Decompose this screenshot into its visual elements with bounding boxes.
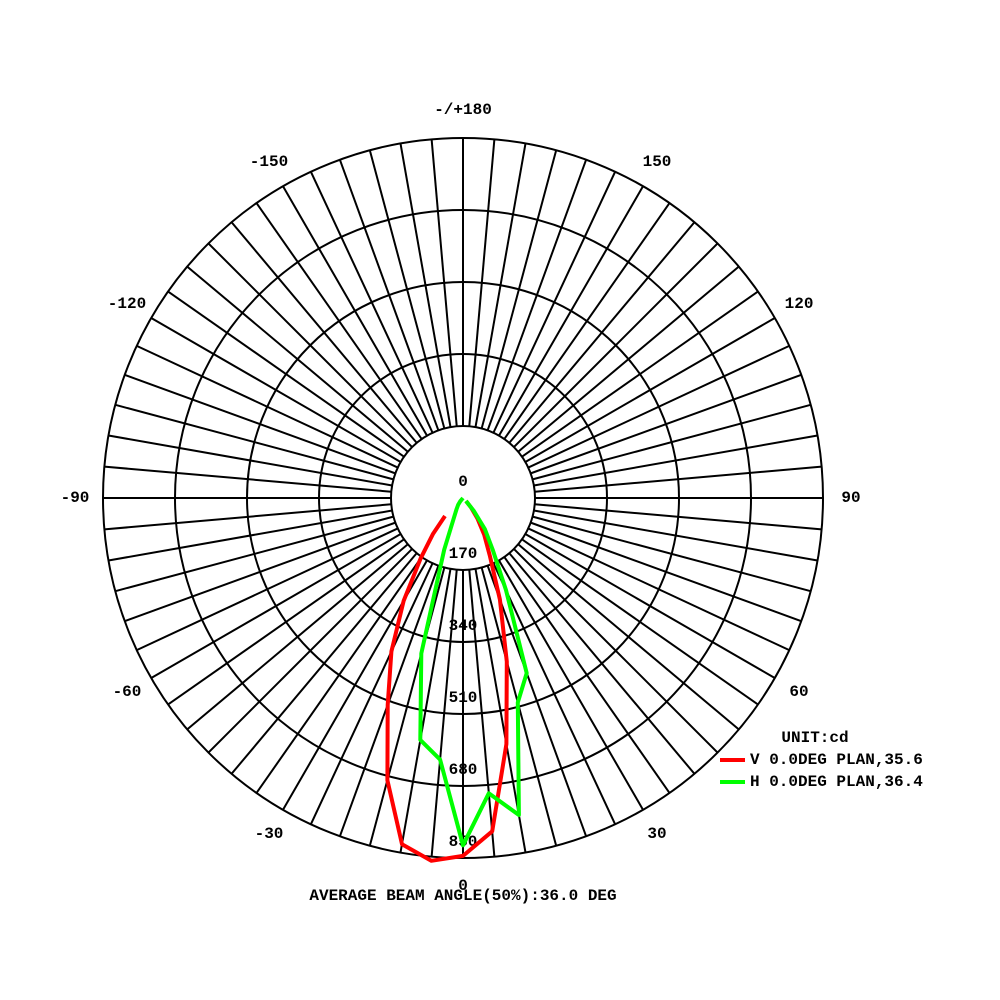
theta-tick-label: -/+180 bbox=[434, 101, 492, 119]
grid-ring bbox=[246, 281, 680, 715]
series-line bbox=[418, 496, 529, 848]
theta-tick-label: 0 bbox=[458, 877, 468, 895]
theta-tick-label: 150 bbox=[643, 153, 672, 171]
r-tick-label: 680 bbox=[449, 761, 478, 779]
legend-label: H 0.0DEG PLAN,36.4 bbox=[750, 773, 923, 791]
r-tick-label: 170 bbox=[449, 545, 478, 563]
theta-tick-label: -30 bbox=[255, 825, 284, 843]
theta-tick-label: -150 bbox=[250, 153, 288, 171]
theta-tick-label: -120 bbox=[108, 295, 146, 313]
r-tick-label: 340 bbox=[449, 617, 478, 635]
footer: AVERAGE BEAM ANGLE(50%):36.0 DEG bbox=[309, 887, 616, 905]
theta-tick-label: 60 bbox=[789, 683, 808, 701]
theta-tick-label: 90 bbox=[841, 489, 860, 507]
grid-ring bbox=[102, 137, 824, 859]
legend-title: UNIT:cd bbox=[781, 729, 848, 747]
grid-ring bbox=[174, 209, 752, 787]
r-tick-label: 510 bbox=[449, 689, 478, 707]
grid-ring bbox=[318, 353, 608, 643]
theta-tick-label: -90 bbox=[61, 489, 90, 507]
legend-label: V 0.0DEG PLAN,35.6 bbox=[750, 751, 923, 769]
grid-ring bbox=[390, 425, 536, 571]
series-line bbox=[385, 499, 509, 863]
theta-tick-label: 30 bbox=[647, 825, 666, 843]
r-tick-label: 0 bbox=[458, 473, 468, 491]
theta-tick-label: -60 bbox=[113, 683, 142, 701]
theta-tick-label: 120 bbox=[785, 295, 814, 313]
